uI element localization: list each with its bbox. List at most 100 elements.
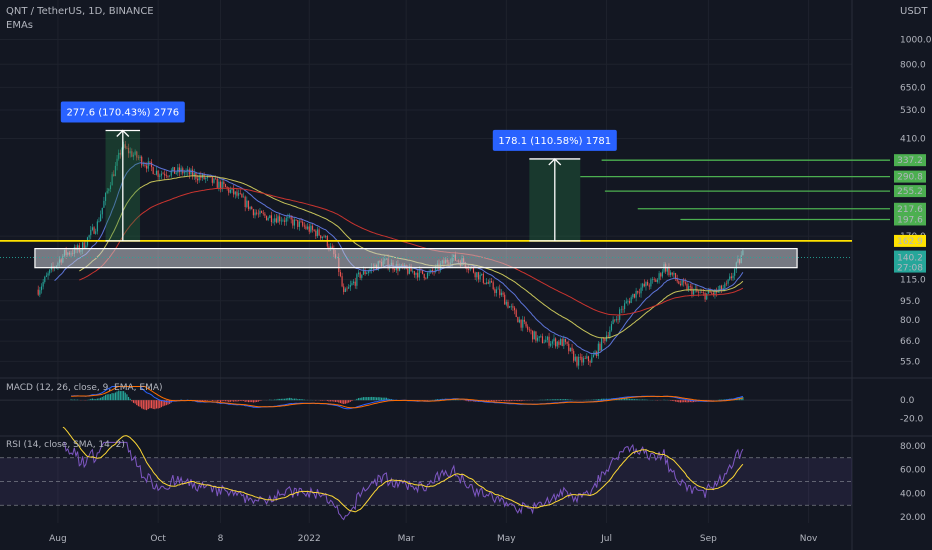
candle-body	[229, 190, 231, 193]
candle-body	[288, 216, 291, 218]
candle-body	[651, 279, 654, 280]
measure-label-box[interactable]	[60, 101, 185, 123]
macd-tick-label: 0.0	[900, 396, 915, 406]
candle-body	[479, 274, 481, 280]
candle-body	[251, 206, 253, 210]
candle-body	[205, 177, 207, 179]
candle-body	[185, 171, 187, 173]
candle-body	[111, 174, 113, 186]
candle-body	[500, 292, 502, 296]
candle-body	[47, 273, 49, 276]
candle-body	[472, 267, 475, 273]
candle-body	[177, 167, 179, 173]
candle-body	[313, 229, 315, 231]
candle-body	[645, 281, 647, 287]
candle-body	[650, 279, 652, 287]
candle-body	[256, 212, 258, 214]
candle-body	[546, 336, 548, 340]
candle-body	[242, 196, 245, 198]
candle-body	[216, 178, 218, 188]
candle-body	[615, 319, 617, 321]
candle-body	[638, 292, 640, 294]
candle-body	[142, 164, 144, 166]
candle-body	[274, 218, 276, 222]
candle-body	[219, 181, 222, 190]
candle-body	[681, 280, 683, 286]
candle-body	[224, 184, 227, 188]
candle-body	[586, 356, 588, 359]
candle-body	[172, 167, 174, 171]
macd-panel[interactable]	[0, 386, 852, 411]
candle-body	[137, 157, 139, 159]
candle-body	[653, 279, 655, 280]
candle-body	[476, 272, 478, 278]
price-tick-label: 1000.0	[900, 36, 932, 46]
candle-body	[213, 178, 215, 183]
candle-body	[356, 274, 358, 286]
candle-body	[126, 147, 128, 149]
candle-body	[238, 193, 240, 196]
candle-body	[146, 165, 148, 169]
support-range-box[interactable]	[34, 247, 798, 269]
candle-body	[499, 288, 501, 296]
measure-label-box[interactable]	[492, 129, 617, 151]
candle-body	[656, 279, 659, 282]
candle-body	[311, 225, 314, 230]
candle-body	[607, 335, 609, 337]
candle-body	[305, 226, 307, 229]
candle-body	[90, 229, 92, 236]
candle-body	[536, 337, 539, 341]
candle-body	[582, 358, 585, 363]
candle-body	[325, 236, 327, 238]
candle-body	[261, 211, 263, 213]
candle-body	[573, 350, 575, 361]
candle-body	[670, 272, 672, 276]
candle-body	[236, 191, 238, 196]
candle-body	[481, 273, 483, 275]
candle-body	[551, 341, 553, 344]
candle-body	[686, 283, 688, 291]
candle-body	[620, 308, 622, 310]
candle-body	[284, 220, 286, 222]
candle-body	[707, 290, 709, 294]
candle-body	[566, 341, 568, 344]
candle-body	[679, 283, 682, 286]
candle-body	[85, 245, 87, 248]
price-tick-label: 800.0	[900, 60, 926, 70]
price-tick-label: 650.0	[900, 83, 926, 93]
candle-body	[553, 338, 555, 342]
candle-body	[484, 282, 486, 284]
candle-body	[494, 289, 496, 293]
candle-body	[520, 319, 522, 328]
candle-body	[564, 338, 567, 342]
measure-label-text: 277.6 (170.43%) 2776	[66, 108, 179, 119]
candle-body	[602, 338, 604, 340]
candle-body	[601, 338, 603, 351]
candle-body	[706, 293, 708, 300]
candle-body	[104, 193, 107, 201]
candle-body	[218, 181, 220, 188]
candle-body	[275, 218, 277, 223]
candle-body	[124, 144, 126, 148]
candle-body	[155, 170, 158, 175]
candle-body	[234, 191, 236, 195]
candle-body	[413, 271, 415, 275]
rsi-panel[interactable]	[0, 426, 852, 521]
candle-body	[215, 178, 217, 180]
candle-body	[164, 173, 166, 176]
candle-body	[604, 338, 606, 341]
candle-body	[691, 286, 693, 295]
x-tick-label: 2022	[298, 534, 321, 544]
candle-body	[160, 173, 162, 176]
price-tick-label: 410.0	[900, 134, 926, 144]
annotation-layer[interactable]: 277.6 (170.43%) 2776 178.1 (110.58%) 1781	[0, 101, 890, 269]
x-tick-label: Aug	[49, 534, 67, 544]
candle-body	[418, 269, 420, 278]
rsi-tick-label: 40.00	[900, 489, 926, 499]
candle-body	[361, 274, 363, 278]
measure-label-text: 178.1 (110.58%) 1781	[498, 136, 611, 147]
candle-body	[592, 354, 594, 358]
